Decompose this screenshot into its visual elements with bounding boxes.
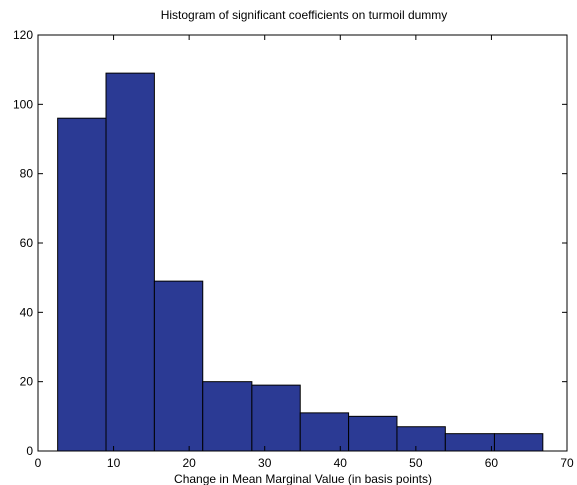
chart-title: Histogram of significant coefficients on… [161, 8, 448, 22]
histogram-bar-4 [202, 381, 253, 452]
x-tick-label: 40 [334, 456, 348, 470]
histogram-bar-1 [57, 117, 107, 452]
y-tick-label: 40 [20, 305, 34, 319]
x-tick-label: 20 [182, 456, 196, 470]
y-tick-label: 60 [20, 236, 34, 250]
histogram-bar-7 [348, 415, 398, 452]
y-tick-label: 120 [13, 28, 33, 42]
y-tick-label: 100 [13, 97, 33, 111]
histogram-bar-8 [396, 426, 446, 452]
x-tick-label: 70 [560, 456, 574, 470]
x-tick-label: 10 [107, 456, 121, 470]
x-tick-label: 50 [409, 456, 423, 470]
x-tick-label: 60 [485, 456, 499, 470]
histogram-bar-2 [105, 72, 155, 452]
bars-group [57, 72, 544, 452]
x-tick-label: 30 [258, 456, 272, 470]
ticks-group: 0 10 20 30 40 50 60 70 0 20 40 60 80 100 120 [13, 28, 574, 470]
histogram-bar-9 [444, 433, 495, 452]
x-axis-label: Change in Mean Marginal Value (in basis … [174, 472, 432, 485]
histogram-bar-3 [153, 280, 204, 452]
y-tick-label: 80 [20, 167, 34, 181]
y-tick-label: 20 [20, 375, 34, 389]
histogram-bar-10 [493, 433, 544, 452]
x-tick-label: 0 [35, 456, 42, 470]
histogram-bar-6 [299, 412, 350, 452]
histogram-bar-5 [251, 384, 301, 452]
y-tick-label: 0 [26, 444, 33, 458]
